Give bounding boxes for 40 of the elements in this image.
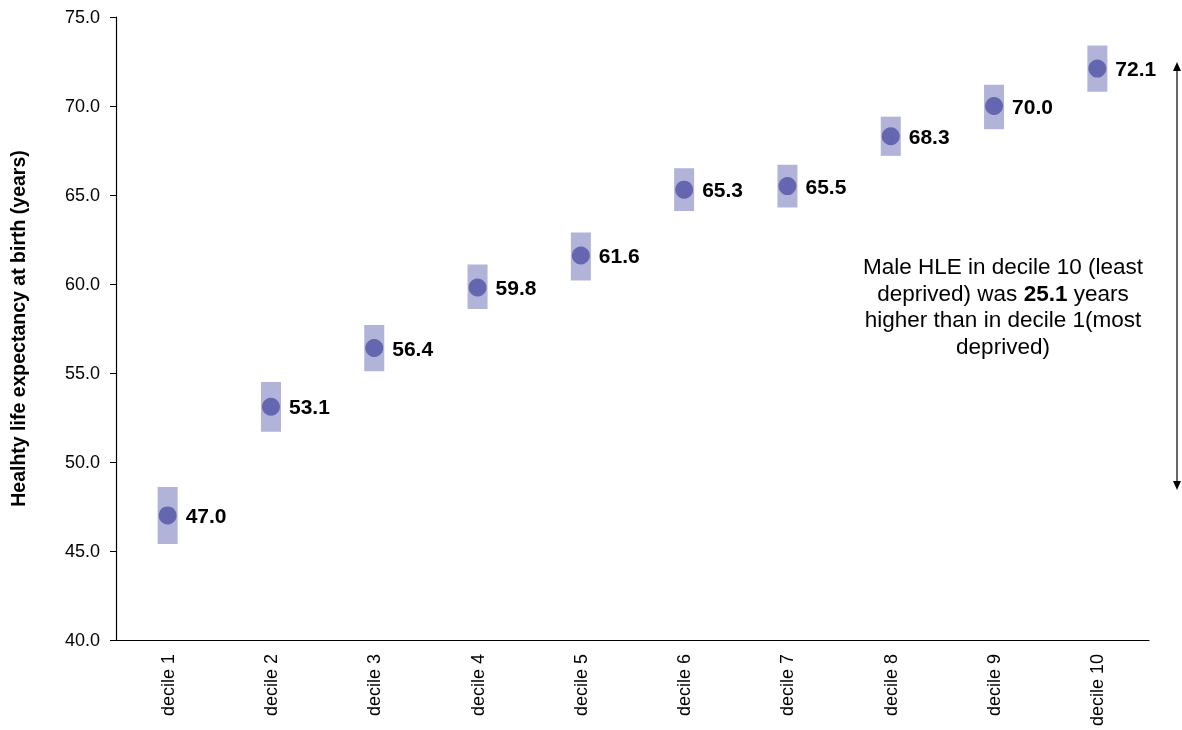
y-tick-label: 70.0	[64, 96, 100, 116]
data-label: 61.6	[598, 244, 640, 268]
data-label: 65.3	[702, 178, 744, 202]
point	[1088, 59, 1107, 78]
x-tick-label: decile 7	[777, 654, 798, 717]
point	[261, 397, 280, 416]
data-label: 70.0	[1012, 94, 1053, 118]
x-tick-label: decile 5	[570, 654, 591, 717]
point	[571, 246, 590, 265]
y-tick-label: 65.0	[64, 185, 100, 205]
x-tick-label: decile 4	[467, 654, 488, 717]
x-tick-label: decile 8	[880, 654, 901, 717]
x-tick-label: decile 1	[157, 654, 178, 717]
point	[985, 97, 1004, 115]
point	[365, 339, 384, 358]
y-tick-label: 55.0	[64, 363, 100, 383]
x-tick-label: decile 9	[984, 654, 1005, 717]
data-label: 72.1	[1115, 57, 1157, 81]
point	[881, 127, 900, 146]
y-tick-label: 60.0	[64, 274, 100, 294]
x-tick-label: decile 10	[1087, 654, 1108, 727]
point	[778, 177, 797, 196]
y-tick-label: 75.0	[64, 7, 100, 27]
data-label: 47.0	[185, 503, 227, 527]
y-tick-label: 40.0	[64, 630, 100, 650]
x-tick-label: decile 3	[364, 654, 385, 717]
y-tick-label: 45.0	[64, 541, 100, 561]
point	[158, 506, 177, 525]
point	[675, 180, 694, 199]
point	[468, 278, 487, 297]
data-label: 65.5	[805, 174, 847, 198]
data-label: 53.1	[288, 395, 331, 419]
x-tick-label: decile 2	[260, 654, 281, 717]
x-tick-label: decile 6	[674, 654, 695, 717]
y-axis-title: Healhty life expectancy at birth (years)	[7, 150, 29, 507]
data-label: 56.4	[392, 336, 434, 360]
y-tick-label: 50.0	[64, 452, 100, 472]
data-label: 68.3	[908, 124, 950, 148]
data-label: 59.8	[495, 276, 537, 300]
annotation: Male HLE in decile 10 (least deprived) was 25.1 years higher than in decile 1(most deprived)	[862, 254, 1144, 360]
